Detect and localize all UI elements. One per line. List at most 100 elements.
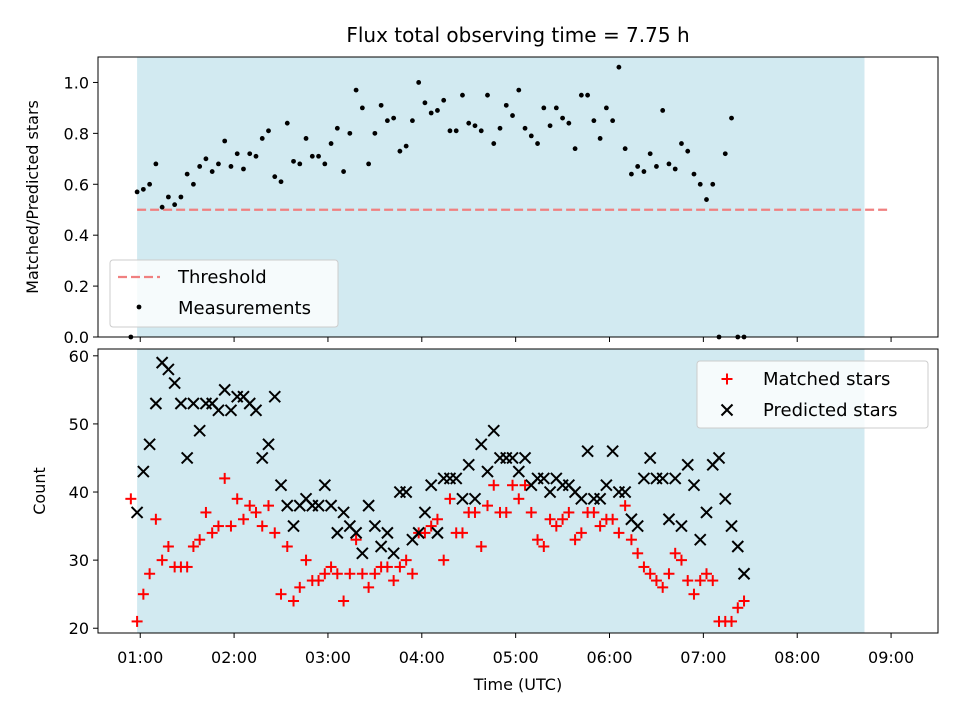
- matched-star-marker: [644, 568, 656, 580]
- matched-star-marker: [363, 581, 375, 593]
- measurement-point: [478, 128, 484, 134]
- measurement-point: [403, 143, 409, 149]
- matched-star-marker: [732, 602, 744, 614]
- matched-star-marker: [231, 493, 243, 505]
- matched-star-marker: [469, 506, 481, 518]
- matched-star-marker: [294, 581, 306, 593]
- measurement-point: [241, 166, 246, 172]
- bottom-y-tick-label: 30: [69, 551, 89, 570]
- matched-star-marker: [519, 479, 531, 491]
- measurement-point: [247, 151, 253, 157]
- predicted-star-marker: [637, 472, 651, 485]
- predicted-star-marker: [719, 492, 732, 506]
- measurement-point: [266, 128, 271, 134]
- measurement-point: [253, 153, 259, 159]
- measurement-point: [553, 105, 559, 111]
- measurement-point: [572, 146, 578, 152]
- measurement-point: [191, 181, 196, 187]
- measurement-point: [729, 115, 734, 121]
- matched-legend-swatch: [721, 373, 733, 385]
- matched-star-marker: [569, 534, 581, 546]
- bottom-x-tick-label: 02:00: [211, 648, 257, 667]
- measurement-point: [178, 194, 184, 200]
- predicted-star-marker: [537, 472, 551, 485]
- predicted-star-marker: [193, 424, 206, 437]
- measurement-point: [422, 100, 428, 106]
- measurement-point: [428, 110, 434, 116]
- matched-star-marker: [219, 472, 231, 484]
- matched-legend-marker: [721, 373, 733, 385]
- predicted-star-marker: [256, 451, 269, 465]
- predicted-star-marker: [581, 444, 594, 458]
- matched-star-marker: [244, 500, 256, 512]
- measurement-points: [128, 64, 747, 340]
- matched-star-marker: [613, 527, 625, 539]
- matched-star-marker: [237, 513, 249, 525]
- top-legend: Threshold Measurements: [109, 259, 339, 328]
- predicted-star-marker: [218, 383, 231, 397]
- measurement-point: [397, 148, 403, 154]
- predicted-star-marker: [249, 404, 263, 417]
- matched-star-marker: [319, 568, 331, 580]
- predicted-star-marker: [450, 472, 463, 485]
- measurement-point: [140, 186, 146, 192]
- measurement-point: [328, 141, 334, 146]
- matched-star-marker: [694, 575, 706, 587]
- predicted-star-marker: [462, 458, 475, 471]
- bottom-x-tick-label: 08:00: [774, 648, 820, 667]
- bottom-y-tick-label: 60: [69, 347, 89, 366]
- measurement-point: [672, 166, 678, 172]
- measurement-point: [322, 161, 328, 167]
- top-y-tick-label: 0.8: [64, 124, 89, 143]
- matched-star-marker: [338, 595, 350, 607]
- threshold-legend-label: Threshold: [177, 267, 267, 288]
- matched-star-marker: [619, 500, 631, 512]
- top-plot-frame: [97, 56, 939, 338]
- matched-star-marker: [594, 520, 606, 532]
- measurement-point: [597, 136, 603, 141]
- matched-star-marker: [187, 541, 199, 553]
- predicted-star-marker: [399, 485, 413, 499]
- measurement-point: [366, 161, 372, 167]
- matched-star-marker: [331, 568, 343, 580]
- bottom-x-axis-label: Time (UTC): [473, 675, 562, 694]
- predicted-star-marker: [481, 465, 494, 478]
- predicted-star-marker: [143, 438, 156, 451]
- measurement-point: [372, 130, 378, 136]
- matched-star-marker: [557, 513, 569, 525]
- matched-star-marker: [406, 568, 418, 580]
- matched-star-marker: [632, 547, 644, 559]
- measurement-point: [722, 151, 728, 157]
- top-y-tick-label: 0.6: [64, 175, 89, 194]
- bottom-legend: Matched stars Predicted stars: [696, 360, 929, 429]
- matched-star-marker: [162, 541, 174, 553]
- predicted-star-marker: [168, 376, 181, 390]
- predicted-star-marker: [543, 485, 557, 499]
- matched-star-marker: [488, 479, 500, 491]
- matched-star-marker: [625, 534, 637, 546]
- measurement-point: [535, 141, 540, 146]
- matched-star-marker: [313, 575, 325, 587]
- matched-star-marker: [607, 513, 619, 525]
- measurement-point: [685, 148, 691, 154]
- predicted-star-marker: [593, 492, 607, 506]
- predicted-star-marker: [381, 526, 394, 540]
- predicted-star-marker: [687, 479, 701, 492]
- measurement-point: [222, 138, 228, 144]
- predicted-star-marker: [274, 479, 288, 492]
- matched-star-marker: [131, 615, 143, 627]
- measurement-point: [679, 141, 684, 146]
- matched-stars-markers: [125, 472, 750, 627]
- matched-star-marker: [225, 520, 237, 532]
- measurement-point: [466, 120, 472, 126]
- matched-star-marker: [350, 534, 362, 546]
- predicted-star-marker: [424, 479, 438, 492]
- matched-star-marker: [137, 588, 149, 600]
- matched-star-marker: [726, 615, 738, 627]
- measurement-point: [497, 125, 503, 131]
- matched-star-marker: [281, 541, 293, 553]
- predicted-star-marker: [368, 519, 382, 533]
- measurement-point: [147, 181, 153, 187]
- matched-star-marker: [344, 568, 356, 580]
- measurement-point: [510, 113, 515, 118]
